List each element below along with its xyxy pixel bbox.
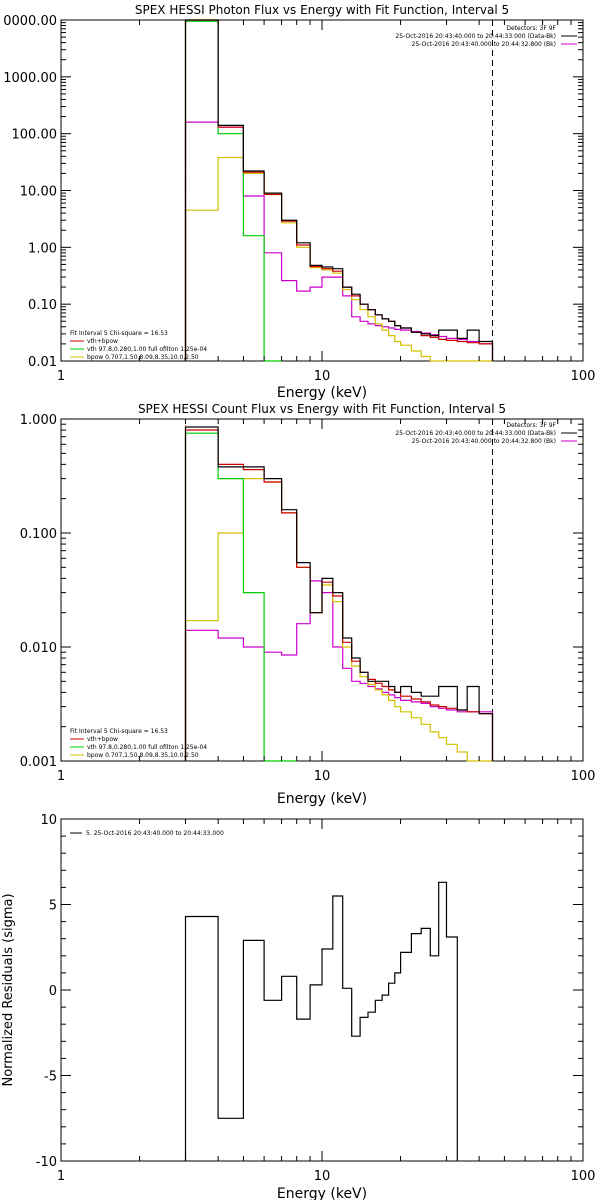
y-tick-label: 0.001 (20, 755, 57, 770)
panel2-bottom-legend-line-2: vth+bpow (87, 736, 118, 743)
series-data-line (184, 881, 458, 1161)
y-tick-label: 1.000 (20, 413, 57, 428)
panel1-top-legend-line-3: 25-Oct-2016 20:43:40.000 to 20:44:32.800… (412, 41, 556, 48)
x-tick-label: 100 (571, 1169, 596, 1184)
count-flux-panel: SPEX HESSI Count Flux vs Energy with Fit… (20, 402, 596, 807)
y-tick-label: 0.01 (28, 355, 57, 370)
panel3-x-label: Energy (keV) (277, 1186, 367, 1200)
panel2-series-group (184, 426, 494, 762)
panel3-ticks: 1 10 100 -10 -5 0 5 10 (36, 813, 596, 1184)
panel1-top-legend: Detectors: 3F 9F 25-Oct-2016 20:43:40.00… (395, 25, 577, 48)
y-tick-label: 0 (49, 984, 57, 999)
y-tick-label: -5 (44, 1070, 57, 1085)
panel2-bottom-legend-line-1: Fit Interval 5 Chi-square = 16.53 (70, 728, 168, 735)
panel2-title: SPEX HESSI Count Flux vs Energy with Fit… (138, 402, 506, 416)
panel1-series-group (184, 19, 494, 362)
panel1-title: SPEX HESSI Photon Flux vs Energy with Fi… (135, 3, 509, 17)
y-tick-label: 0.10 (28, 298, 57, 313)
y-tick-label: 1.00 (28, 241, 57, 256)
y-tick-label: 1000.00 (3, 71, 57, 86)
x-tick-label: 1 (57, 769, 65, 784)
panel2-top-legend-line-1: Detectors: 3F 9F (506, 422, 556, 429)
y-tick-label: 10 (40, 813, 57, 828)
panel1-bottom-legend: Fit Interval 5 Chi-square = 16.53 vth+bp… (70, 330, 207, 361)
panel1-top-legend-line-2: 25-Oct-2016 20:43:40.000 to 20:44:33.000… (395, 33, 556, 40)
series-vth-line (184, 432, 297, 762)
series-data-line (184, 426, 494, 761)
y-tick-label: 0000.00 (3, 14, 57, 29)
x-tick-label: 100 (571, 769, 596, 784)
y-tick-label: 0.010 (20, 641, 57, 656)
x-tick-label: 10 (314, 769, 331, 784)
panel2-x-label: Energy (keV) (277, 791, 367, 807)
panel2-bottom-legend: Fit Interval 5 Chi-square = 16.53 vth+bp… (70, 728, 207, 759)
panel3-y-label: Normalized Residuals (sigma) (1, 893, 16, 1086)
panel2-top-legend-line-2: 25-Oct-2016 20:43:40.000 to 20:44:33.000… (395, 430, 556, 437)
y-tick-label: 0.100 (20, 527, 57, 542)
panel2-top-legend-line-3: 25-Oct-2016 20:43:40.000 to 20:44:32.800… (412, 438, 556, 445)
panel1-bottom-legend-line-3: vth 97.8,0.280,1.00 full ofilton 1.25e-0… (87, 346, 207, 353)
y-tick-label: 10.00 (20, 185, 57, 200)
series-bk-line (184, 580, 494, 761)
panel1-top-legend-line-1: Detectors: 3F 9F (506, 25, 556, 32)
series-data-line (184, 19, 494, 361)
residuals-panel: 1 10 100 -10 -5 0 5 10 Energy (keV) Normalized … (1, 813, 595, 1200)
panel2-top-legend: Detectors: 3F 9F 25-Oct-2016 20:43:40.00… (395, 422, 577, 445)
panel2-bottom-legend-line-3: vth 97.8,0.280,1.00 full ofilton 1.25e-0… (87, 744, 207, 751)
y-tick-label: 5 (49, 899, 57, 914)
panel1-ticks: 1 10 100 0.01 0.10 1.00 10.00 100.00 1000.00 0000… (3, 14, 595, 384)
panel3-legend: 5. 25-Oct-2016 20:43:40.000 to 20:44:33.… (86, 830, 224, 837)
x-tick-label: 1 (57, 369, 65, 384)
x-tick-label: 10 (314, 1169, 331, 1184)
panel2-ticks: 1 10 100 0.001 0.010 0.100 1.000 (20, 413, 596, 784)
x-tick-label: 10 (314, 369, 331, 384)
panel1-bottom-legend-line-1: Fit Interval 5 Chi-square = 16.53 (70, 330, 168, 337)
y-tick-label: 100.00 (12, 128, 58, 143)
x-tick-label: 1 (57, 1169, 65, 1184)
photon-flux-panel: SPEX HESSI Photon Flux vs Energy with Fi… (3, 3, 595, 401)
series-bk-line (184, 121, 494, 361)
panel3-series-group (184, 881, 458, 1161)
y-tick-label: -10 (36, 1155, 57, 1170)
panel1-bottom-legend-line-2: vth+bpow (87, 338, 118, 345)
panel1-bottom-legend-line-4: bpow 0.707,1.50,8.09,8.35,10.0,2.50 (87, 354, 199, 361)
panel2-bottom-legend-line-4: bpow 0.707,1.50,8.09,8.35,10.0,2.50 (87, 752, 199, 759)
x-tick-label: 100 (571, 369, 596, 384)
panel1-x-label: Energy (keV) (277, 385, 367, 401)
